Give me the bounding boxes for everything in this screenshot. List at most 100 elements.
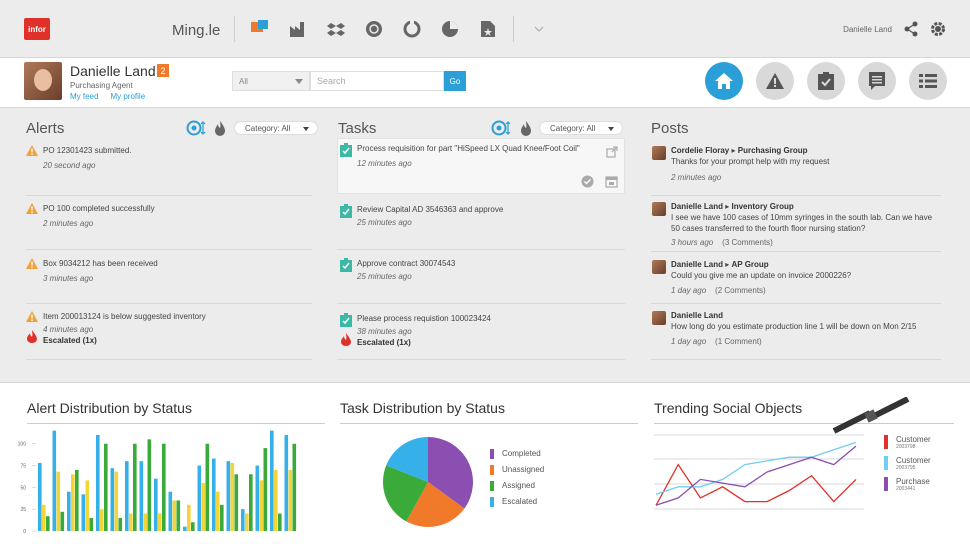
post-group[interactable]: Inventory Group bbox=[731, 202, 794, 211]
task-item[interactable]: Process requisition for part "HiSpeed LX… bbox=[340, 143, 596, 168]
post-group[interactable]: Purchasing Group bbox=[737, 146, 808, 155]
notification-badge[interactable]: 2 bbox=[157, 64, 169, 77]
post-author[interactable]: Danielle Land bbox=[671, 202, 724, 211]
user-menu[interactable]: Danielle Land bbox=[843, 25, 892, 34]
post-group[interactable]: AP Group bbox=[731, 260, 769, 269]
task-text: Please process requistion 100023424 bbox=[357, 314, 491, 323]
post-author[interactable]: Cordelie Floray bbox=[671, 146, 730, 155]
bar bbox=[216, 491, 220, 531]
alert-time: 3 minutes ago bbox=[43, 274, 94, 283]
flame-icon[interactable] bbox=[520, 120, 532, 141]
legend-swatch bbox=[884, 435, 888, 449]
legend-label: Customer bbox=[896, 456, 931, 465]
alert-icon[interactable] bbox=[756, 62, 794, 100]
infor-logo[interactable]: infor bbox=[24, 18, 50, 40]
post-author[interactable]: Danielle Land bbox=[671, 311, 724, 320]
factory-icon[interactable] bbox=[287, 18, 309, 40]
alerts-category-select[interactable]: Category: All bbox=[234, 121, 318, 135]
escalated-flame-icon bbox=[341, 333, 351, 346]
bar bbox=[96, 435, 100, 531]
complete-check-icon[interactable] bbox=[581, 175, 594, 193]
legend-label: Escalated bbox=[502, 497, 538, 506]
legend-item: Completed bbox=[490, 449, 544, 459]
task-text: Process requisition for part "HiSpeed LX… bbox=[357, 144, 580, 153]
dropbox-icon[interactable] bbox=[325, 18, 347, 40]
task-item-highlighted[interactable] bbox=[337, 138, 625, 194]
sort-icon[interactable] bbox=[491, 120, 513, 141]
avatar[interactable] bbox=[652, 202, 666, 216]
bar bbox=[114, 471, 119, 531]
tasks-title: Tasks bbox=[338, 120, 377, 137]
external-link-icon[interactable] bbox=[606, 145, 618, 163]
avatar[interactable] bbox=[652, 311, 666, 325]
profile-links: My feed My profile bbox=[70, 92, 157, 101]
legend-label: Purchase bbox=[896, 477, 930, 486]
alert-item[interactable]: PO 12301423 submitted. 20 second ago bbox=[26, 145, 132, 170]
go-button[interactable]: Go bbox=[444, 71, 466, 91]
task-check-icon bbox=[340, 313, 352, 327]
flame-icon[interactable] bbox=[214, 120, 226, 141]
sync-icon[interactable] bbox=[401, 18, 423, 40]
alert-chart-title: Alert Distribution by Status bbox=[27, 400, 192, 416]
post-icon[interactable] bbox=[858, 62, 896, 100]
pie-slice bbox=[383, 465, 428, 522]
bar bbox=[176, 500, 181, 531]
divider bbox=[651, 251, 941, 252]
sort-icon[interactable] bbox=[186, 120, 208, 141]
search-scope-select[interactable]: All bbox=[232, 71, 310, 91]
chat-icon[interactable] bbox=[249, 18, 271, 40]
bar bbox=[81, 494, 86, 531]
avatar[interactable] bbox=[24, 62, 62, 100]
share-icon[interactable] bbox=[903, 21, 919, 37]
legend-label: Customer bbox=[896, 435, 931, 444]
legend-swatch bbox=[884, 477, 888, 491]
trend-line-chart bbox=[654, 434, 864, 510]
avatar[interactable] bbox=[652, 146, 666, 160]
post-author[interactable]: Danielle Land bbox=[671, 260, 724, 269]
divider bbox=[651, 359, 941, 360]
task-item[interactable]: Please process requistion 100023424 38 m… bbox=[340, 313, 491, 347]
alert-item[interactable]: Item 200013124 is below suggested invent… bbox=[26, 311, 206, 345]
task-icon[interactable] bbox=[807, 62, 845, 100]
legend-label: Completed bbox=[502, 449, 541, 458]
bar bbox=[100, 509, 104, 531]
post-comments[interactable]: (1 Comment) bbox=[715, 337, 762, 346]
post-item[interactable]: Danielle Land ▸ AP Group Could you give … bbox=[671, 259, 941, 296]
arrow-right-icon: ▸ bbox=[725, 202, 730, 211]
gear-icon[interactable] bbox=[930, 21, 946, 37]
avatar[interactable] bbox=[652, 260, 666, 274]
post-comments[interactable]: (3 Comments) bbox=[722, 238, 773, 247]
task-item[interactable]: Approve contract 30074543 25 minutes ago bbox=[340, 258, 455, 281]
post-comments[interactable]: (2 Comments) bbox=[715, 286, 766, 295]
legend-swatch bbox=[884, 456, 888, 470]
bar bbox=[42, 504, 46, 531]
document-icon[interactable] bbox=[477, 18, 499, 40]
divider bbox=[26, 195, 312, 196]
task-check-icon bbox=[340, 258, 352, 272]
globe-icon[interactable] bbox=[363, 18, 385, 40]
search-input[interactable]: Search bbox=[310, 71, 444, 91]
alert-item[interactable]: PO 100 completed successfully 2 minutes … bbox=[26, 203, 155, 228]
post-item[interactable]: Danielle Land ▸ Inventory Group I see we… bbox=[671, 201, 943, 248]
alert-item[interactable]: Box 9034212 has been received 3 minutes … bbox=[26, 258, 158, 283]
list-icon[interactable] bbox=[909, 62, 947, 100]
bar bbox=[67, 491, 71, 531]
bar bbox=[110, 468, 115, 531]
legend-item: Assigned bbox=[490, 481, 544, 491]
home-icon[interactable] bbox=[705, 62, 743, 100]
pie-chart-icon[interactable] bbox=[439, 18, 461, 40]
post-time: 3 hours ago bbox=[671, 238, 714, 247]
tasks-category-value: Category: All bbox=[550, 124, 596, 133]
task-time: 38 minutes ago bbox=[357, 327, 412, 336]
post-time: 1 day ago bbox=[671, 286, 707, 295]
escalated-flame-icon bbox=[27, 330, 37, 343]
post-item[interactable]: Danielle Land How long do you estimate p… bbox=[671, 310, 941, 347]
calendar-icon[interactable] bbox=[605, 175, 618, 193]
my-feed-link[interactable]: My feed bbox=[70, 92, 99, 101]
alert-time: 4 minutes ago bbox=[43, 325, 94, 334]
post-item[interactable]: Cordelie Floray ▸ Purchasing Group Thank… bbox=[671, 145, 941, 183]
chevron-down-icon[interactable] bbox=[528, 18, 550, 40]
my-profile-link[interactable]: My profile bbox=[110, 92, 146, 101]
tasks-category-select[interactable]: Category: All bbox=[539, 121, 623, 135]
task-item[interactable]: Review Capital AD 3546363 and approve 25… bbox=[340, 204, 503, 227]
